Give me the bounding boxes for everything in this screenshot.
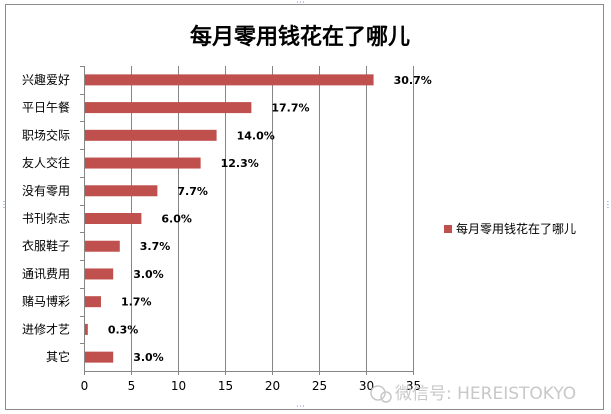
- wechat-icon-dot: [380, 391, 392, 403]
- category-label: 进修才艺: [22, 321, 70, 336]
- data-label: 7.7%: [177, 185, 208, 198]
- x-tick-label: 30: [359, 379, 374, 393]
- legend-swatch: [444, 225, 452, 233]
- category-label: 职场交际: [22, 127, 70, 142]
- legend: 每月零用钱花在了哪儿: [444, 221, 576, 236]
- bar: [85, 157, 201, 169]
- x-tick-label: 20: [265, 379, 280, 393]
- labels-layer: 30.7% 17.7% 14.0% 12.3% 7.7% 6.0% 3.7% 3.0% 1.7%…: [108, 74, 432, 364]
- bar: [85, 185, 158, 197]
- bar: [85, 323, 88, 335]
- category-label: 赌马博彩: [22, 294, 70, 309]
- data-label: 0.3%: [108, 323, 139, 336]
- legend-label: 每月零用钱花在了哪儿: [456, 221, 576, 236]
- data-label: 12.3%: [221, 157, 259, 170]
- bar: [85, 240, 120, 252]
- bars-layer: [85, 74, 374, 363]
- x-tick-label: 10: [171, 379, 186, 393]
- data-label: 3.0%: [133, 351, 164, 364]
- x-tick-label: 25: [312, 379, 327, 393]
- bar: [85, 129, 217, 141]
- chart-title: 每月零用钱花在了哪儿: [190, 24, 410, 50]
- chart-border: [5, 4, 604, 410]
- bar: [85, 268, 114, 280]
- watermark-text: 微信号: HEREISTOKYO: [395, 384, 576, 404]
- category-label: 书刊杂志: [22, 212, 70, 226]
- bar: [85, 213, 142, 224]
- data-label: 17.7%: [271, 102, 309, 115]
- data-label: 30.7%: [394, 74, 432, 87]
- category-label: 友人交往: [22, 155, 70, 170]
- category-label: 通讯费用: [22, 267, 70, 281]
- resize-handle-bottom[interactable]: ⋯: [296, 402, 305, 412]
- data-label: 6.0%: [161, 213, 192, 226]
- data-label: 1.7%: [121, 296, 152, 309]
- resize-handle-right[interactable]: ⋯: [602, 200, 611, 209]
- watermark: 微信号: HEREISTOKYO: [370, 384, 576, 404]
- wechat-icon: [370, 385, 386, 401]
- grid-layer: [131, 66, 414, 371]
- x-tick-label: 0: [81, 379, 89, 393]
- category-label: 其它: [46, 349, 70, 364]
- resize-handle-left[interactable]: ⋯: [0, 200, 8, 209]
- category-label: 衣服鞋子: [22, 238, 70, 253]
- category-label: 兴趣爱好: [22, 72, 70, 87]
- resize-handle-top[interactable]: ⋯: [296, 0, 305, 8]
- data-label: 3.0%: [133, 268, 164, 281]
- bar: [85, 351, 114, 363]
- x-tick-label: 5: [128, 379, 136, 393]
- data-label: 3.7%: [140, 240, 171, 253]
- x-tick-label: 35: [406, 379, 421, 393]
- bar: [85, 74, 374, 86]
- x-tick-label: 15: [218, 379, 233, 393]
- category-label: 平日午餐: [22, 100, 70, 115]
- bar: [85, 102, 252, 114]
- bar: [85, 296, 101, 308]
- data-label: 14.0%: [237, 129, 275, 142]
- category-label: 没有零用: [22, 183, 70, 198]
- axis-layer: 0 5 10 15 20 25 30 35 兴趣爱好平日午餐职场交际友人交往没有零用书刊杂志衣服…: [22, 66, 421, 393]
